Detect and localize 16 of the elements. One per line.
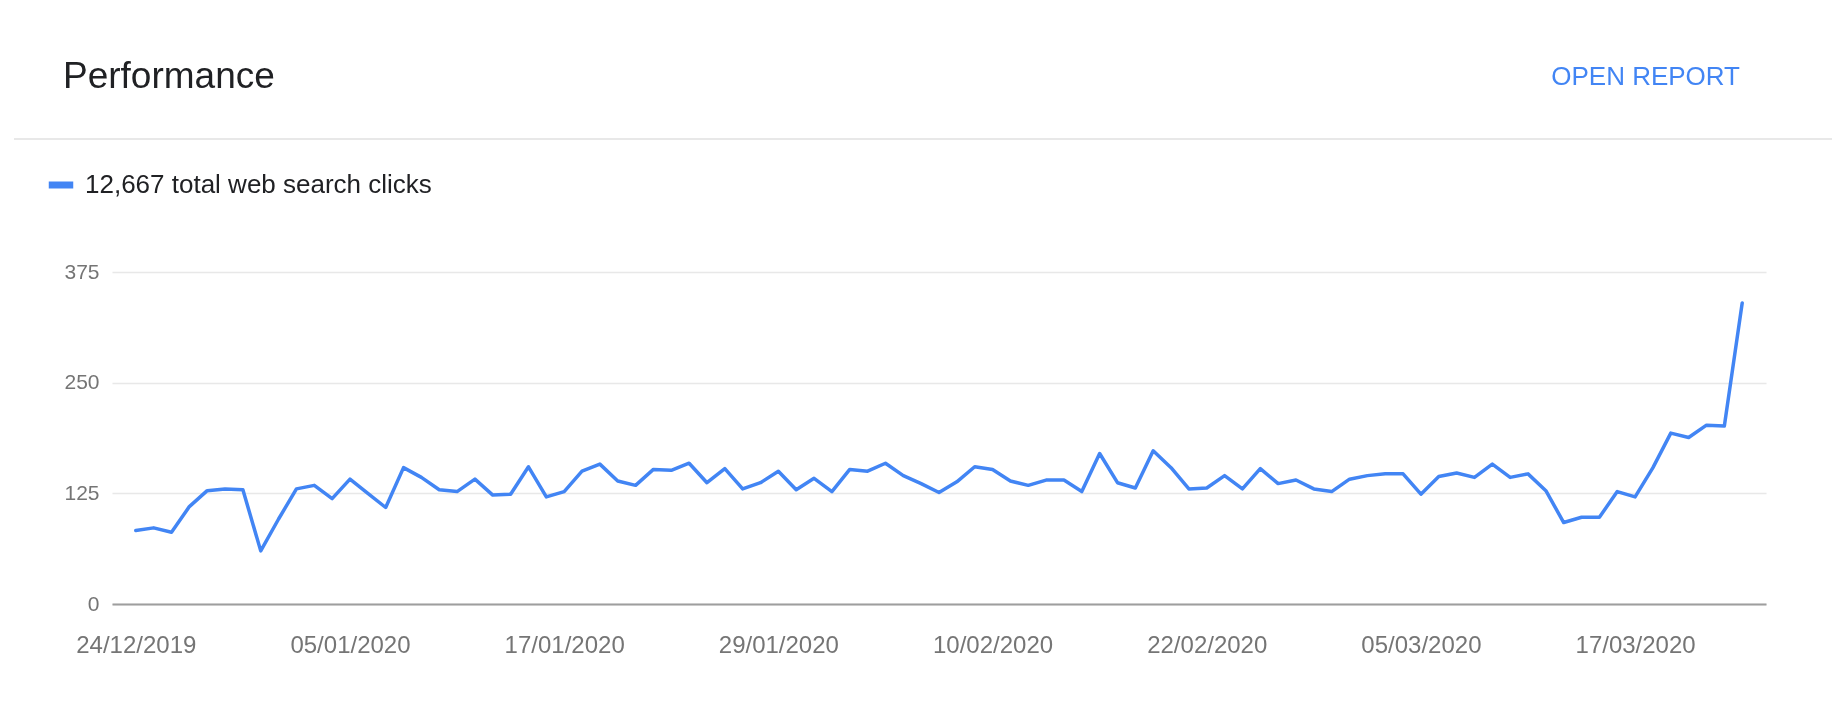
legend-label: 12,667 total web search clicks: [85, 169, 432, 199]
chart-title: Performance: [63, 55, 275, 96]
x-tick-label: 17/01/2020: [504, 630, 625, 658]
x-tick-label: 05/03/2020: [1361, 630, 1482, 658]
y-tick-label: 0: [87, 591, 100, 615]
x-tick-label: 10/02/2020: [932, 630, 1054, 658]
x-tick-label: 24/12/2019: [76, 630, 197, 658]
line-series: [134, 301, 1744, 553]
y-tick-label: 250: [64, 370, 100, 394]
x-tick-label: 17/03/2020: [1575, 630, 1696, 658]
y-tick-label: 125: [64, 480, 100, 504]
text: OPEN REPORT: [1551, 61, 1741, 91]
x-tick-label: 05/01/2020: [290, 630, 411, 658]
y-tick-label: 375: [64, 259, 100, 283]
x-tick-label: 29/01/2020: [718, 630, 839, 658]
x-tick-label: 22/02/2020: [1147, 630, 1268, 658]
